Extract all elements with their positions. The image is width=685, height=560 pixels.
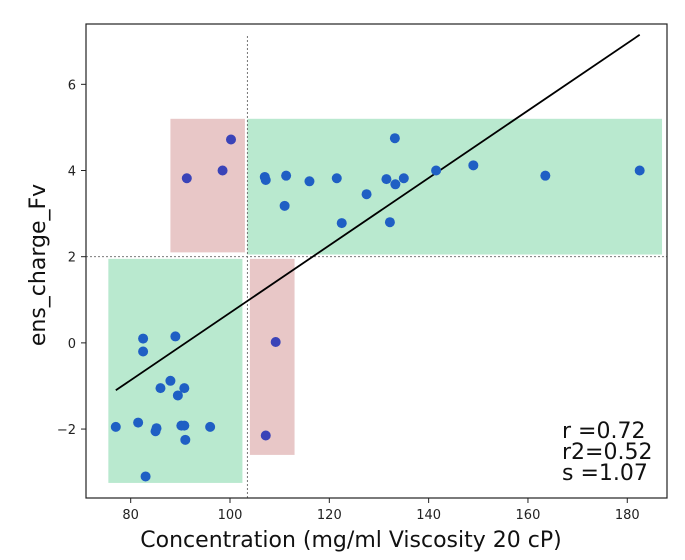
data-point-correct: [151, 423, 162, 434]
x-tick-label: 140: [416, 508, 441, 523]
stat-r2: r2=0.52: [562, 440, 652, 465]
data-point-misclassified: [226, 134, 237, 145]
data-point-correct: [172, 390, 183, 401]
regions-layer: [108, 118, 663, 483]
data-point-correct: [155, 383, 166, 394]
data-point-correct: [279, 200, 290, 211]
data-point-correct: [138, 346, 149, 357]
data-point-correct: [140, 471, 151, 482]
data-point-misclassified: [181, 173, 192, 184]
data-point-correct: [281, 170, 292, 181]
plot-frame: [85, 23, 668, 499]
data-point-correct: [110, 421, 121, 432]
x-tick-label: 100: [218, 508, 243, 523]
stat-s: s =1.07: [562, 461, 648, 486]
data-point-correct: [389, 133, 400, 144]
data-point-correct: [468, 160, 479, 171]
data-point-correct: [133, 417, 144, 428]
y-tick-label: 0: [68, 337, 76, 352]
data-point-misclassified: [217, 165, 228, 176]
data-point-correct: [170, 331, 181, 342]
x-tick-label: 180: [615, 508, 640, 523]
data-point-correct: [384, 217, 395, 228]
y-tick-label: −2: [57, 423, 76, 438]
data-point-misclassified: [260, 430, 271, 441]
y-tick-label: 2: [68, 251, 76, 266]
data-point-correct: [381, 174, 392, 185]
regression-line: [115, 34, 641, 392]
x-tick-label: 160: [516, 508, 541, 523]
region-lower-right-misclassified: [249, 258, 295, 455]
y-axis-label: ens_charge_Fv: [26, 184, 51, 346]
points-layer: [110, 133, 645, 482]
stat-r: r =0.72: [562, 419, 645, 444]
data-point-correct: [390, 179, 401, 190]
fit-line-layer: [115, 34, 641, 392]
data-point-correct: [634, 165, 645, 176]
region-upper-right-correct: [247, 118, 663, 255]
threshold-lines: [86, 36, 667, 498]
data-point-correct: [260, 174, 271, 185]
x-tick-label: 80: [122, 508, 139, 523]
data-point-correct: [165, 375, 176, 386]
data-point-correct: [431, 165, 442, 176]
x-axis-label: Concentration (mg/ml Viscosity 20 cP): [140, 528, 561, 553]
data-point-correct: [205, 421, 216, 432]
data-point-correct: [398, 173, 409, 184]
data-point-correct: [179, 383, 190, 394]
data-point-correct: [304, 176, 315, 187]
x-tick-label: 120: [317, 508, 342, 523]
data-point-correct: [179, 420, 190, 431]
data-point-correct: [361, 189, 372, 200]
data-point-correct: [180, 434, 191, 445]
data-point-correct: [336, 218, 347, 229]
x-axis-ticks: 80 100 120 140 160 180: [122, 498, 640, 523]
y-tick-label: 6: [68, 78, 76, 93]
data-point-correct: [331, 173, 342, 184]
data-point-correct: [138, 333, 149, 344]
region-lower-left-correct: [108, 258, 243, 483]
y-axis-ticks: −2 0 2 4 6: [57, 78, 86, 438]
data-point-misclassified: [270, 337, 281, 348]
y-tick-label: 4: [68, 165, 76, 180]
data-point-correct: [540, 170, 551, 181]
